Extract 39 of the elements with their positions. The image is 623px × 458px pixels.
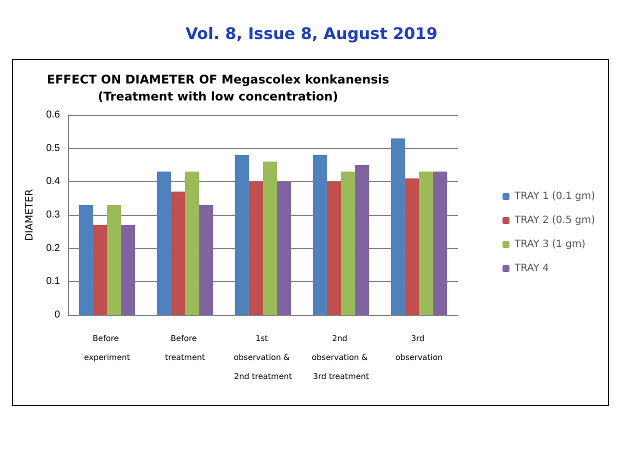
y-tick-label: 0.1	[46, 276, 60, 288]
legend-label: TRAY 4	[513, 263, 549, 274]
y-tick-label: 0.3	[46, 210, 60, 220]
category-label: Before experiment	[84, 334, 130, 362]
bar	[78, 205, 93, 315]
bar	[121, 225, 136, 315]
bar	[326, 182, 341, 315]
y-tick-label: 0.4	[46, 176, 60, 188]
y-tick-label: 0.5	[46, 142, 60, 154]
bar	[355, 165, 370, 315]
text: Vol. 8, Issue 8, August 2019	[184, 24, 438, 43]
bar	[156, 172, 171, 315]
bar	[170, 192, 185, 315]
bar	[234, 155, 249, 315]
legend-label: TRAY 3 (1 gm)	[513, 239, 586, 250]
bar	[419, 172, 434, 315]
bar	[248, 182, 263, 315]
bar	[312, 155, 327, 315]
category-label: Before treatment	[164, 334, 206, 362]
bar	[92, 225, 107, 315]
bar	[277, 182, 292, 315]
chart-title: EFFECT ON DIAMETER OF Megascolex konkanensis (Treatment with low concentration)	[46, 72, 390, 104]
bar	[107, 205, 122, 315]
legend-label: TRAY 1 (0.1 gm)	[513, 191, 596, 202]
category-label: 1st observation & 2nd treatment	[234, 334, 292, 381]
bar	[341, 172, 356, 315]
y-axis-title: DIAMETER	[24, 189, 36, 241]
bar	[263, 162, 278, 315]
y-tick-label: 0.2	[46, 242, 60, 254]
y-tick-label: 0	[54, 310, 60, 320]
bar	[185, 172, 200, 315]
category-label: 3rd observation	[395, 334, 443, 362]
bar	[199, 205, 214, 315]
category-label: 2nd observation & 3rd treatment	[312, 334, 369, 381]
bar	[404, 178, 419, 315]
bar	[390, 138, 405, 315]
legend-label: TRAY 2 (0.5 gm)	[513, 215, 596, 226]
bar	[433, 172, 448, 315]
y-tick-label: 0.6	[46, 110, 60, 120]
